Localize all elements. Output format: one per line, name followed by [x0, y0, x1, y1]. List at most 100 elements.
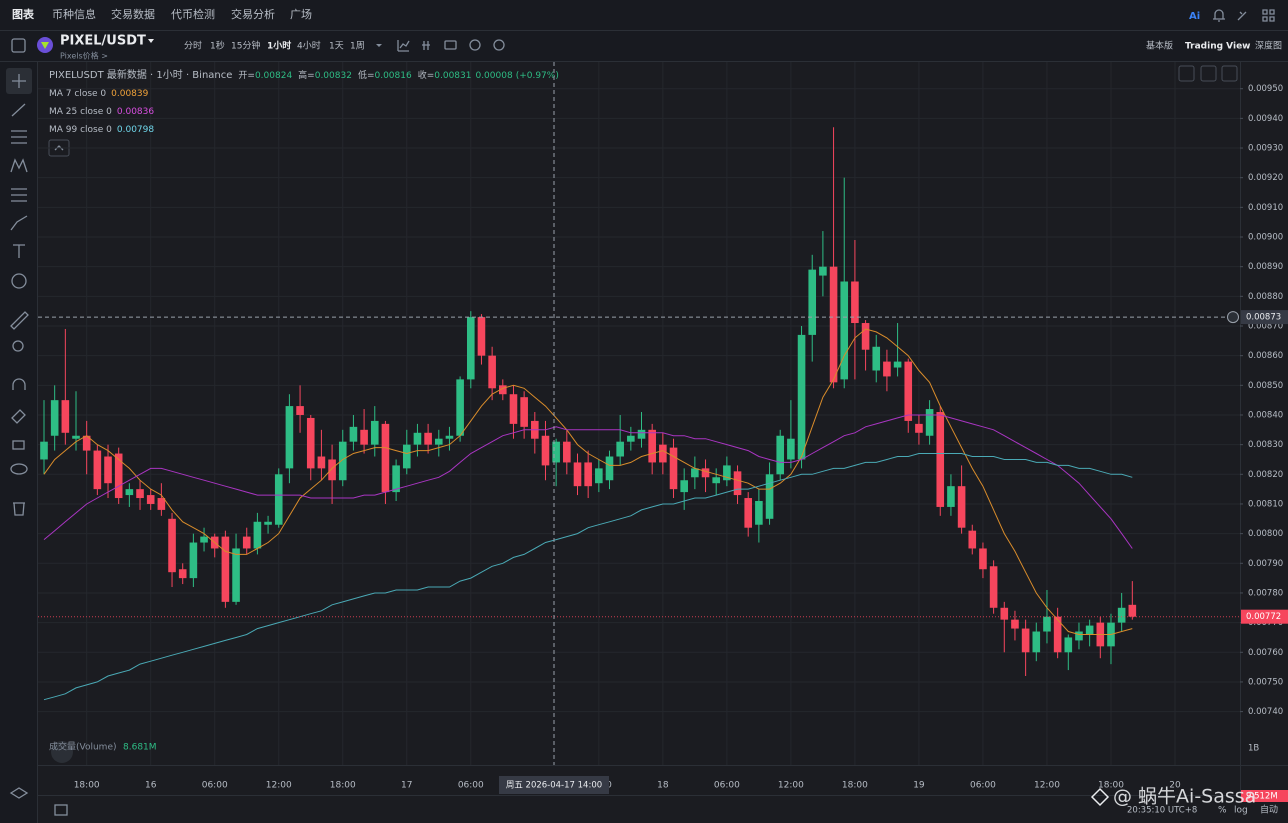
candle-body	[392, 465, 400, 493]
view-tab[interactable]: 基本版	[1146, 40, 1173, 52]
interval[interactable]: 15分钟	[231, 40, 260, 52]
projection-tool[interactable]	[11, 188, 27, 202]
camera-icon[interactable]	[444, 40, 457, 50]
candle-type-icon[interactable]	[422, 41, 430, 50]
status-button[interactable]: 自动	[1260, 804, 1278, 816]
delete-tool[interactable]	[13, 502, 25, 516]
reset-button[interactable]	[1221, 65, 1238, 82]
candle-body	[1075, 631, 1083, 641]
zoom-tool[interactable]	[12, 340, 24, 352]
interval[interactable]: 分时	[184, 40, 202, 52]
candle-body	[1064, 637, 1073, 653]
nav-tab[interactable]: 交易分析	[231, 7, 275, 21]
interval[interactable]: 1周	[350, 41, 365, 52]
y-tick-label: 0.00950	[1248, 84, 1283, 94]
interval[interactable]: 4小时	[297, 40, 321, 52]
crosshair-price-box	[1241, 310, 1288, 325]
line-tool[interactable]	[11, 103, 26, 117]
fib-tool[interactable]	[11, 130, 27, 144]
collapse-arrow[interactable]	[54, 145, 64, 151]
candle-body	[872, 346, 881, 371]
x-tick-label: 20	[1169, 781, 1181, 791]
chart-buttons[interactable]	[48, 65, 1238, 807]
candle-body	[744, 498, 753, 528]
candle-body	[93, 450, 102, 490]
candle-body	[691, 468, 699, 478]
ma-name: MA 99 close 0	[49, 125, 112, 135]
y-tick-label: 0.00880	[1248, 292, 1283, 302]
crosshair-tool[interactable]	[12, 74, 26, 88]
candle-body	[765, 474, 774, 519]
pencil-tool[interactable]	[11, 409, 26, 424]
bell-icon[interactable]	[1213, 9, 1225, 22]
lock-tool[interactable]	[12, 440, 25, 450]
last-price-box	[1241, 609, 1288, 624]
scroll-button[interactable]	[1178, 65, 1195, 82]
y-tick-label: 0.00910	[1248, 203, 1283, 213]
candle-body	[1032, 631, 1041, 653]
candle-body	[957, 486, 966, 528]
symbol[interactable]: PIXEL/USDT	[60, 34, 146, 49]
x-tick-label: 06:00	[458, 781, 484, 791]
candle-body	[1085, 625, 1094, 635]
candle-body	[253, 521, 262, 549]
tool-icon[interactable]	[1237, 11, 1247, 21]
candle-body	[915, 423, 923, 433]
candle-body	[1043, 616, 1051, 632]
settings-icon[interactable]	[493, 39, 505, 51]
ruler-tool[interactable]	[10, 311, 29, 330]
nav-tab[interactable]: 图表	[12, 7, 35, 21]
indicator-icon[interactable]	[397, 40, 410, 52]
watermark-logo	[1090, 787, 1110, 807]
candle-body	[701, 468, 710, 478]
interval[interactable]: 1小时	[267, 40, 291, 52]
symbol-icons[interactable]	[11, 37, 505, 53]
candle-body	[659, 444, 667, 463]
calendar-button[interactable]	[54, 804, 68, 816]
candle-body	[797, 334, 806, 460]
status-button[interactable]: log	[1234, 806, 1248, 816]
drawing-tools[interactable]	[6, 68, 68, 816]
add-icon[interactable]	[469, 39, 481, 51]
x-tick-label: 12:00	[778, 781, 804, 791]
pattern-tool[interactable]	[10, 158, 28, 173]
candle-body	[146, 495, 155, 504]
status-button[interactable]: %	[1218, 806, 1227, 816]
ohlc-label: 低=	[358, 69, 375, 81]
nav-tab[interactable]: 代币检测	[171, 7, 215, 21]
candle-body	[189, 542, 198, 579]
symbol-dropdown[interactable]	[148, 39, 154, 43]
fullscreen-button[interactable]	[1200, 65, 1217, 82]
x-tick-label: 18:00	[842, 781, 868, 791]
text-tool[interactable]	[13, 244, 25, 258]
layers-tool[interactable]	[9, 787, 29, 799]
ai-badge[interactable]: Ai	[1189, 11, 1200, 22]
nav-tab[interactable]: 币种信息	[52, 7, 96, 21]
interval-dropdown[interactable]	[376, 44, 382, 47]
magnet-tool[interactable]	[12, 378, 26, 390]
candle-body	[723, 465, 731, 481]
nav-tab[interactable]: 广场	[290, 7, 312, 21]
candle-body	[755, 501, 763, 525]
status-time: 20:35:10 UTC+8	[1127, 806, 1197, 816]
volume-last-box	[1241, 790, 1288, 802]
interval[interactable]: 1秒	[210, 40, 225, 52]
view-tab[interactable]: 深度图	[1255, 40, 1282, 52]
emoji-tool[interactable]	[11, 273, 27, 289]
tv-logo	[51, 741, 73, 763]
nav-tab[interactable]: 交易数据	[111, 7, 155, 21]
candle-body	[584, 462, 592, 487]
volume-last-label: 9.512M	[1246, 792, 1278, 802]
y-tick-label: 0.00930	[1248, 144, 1283, 154]
grid-icon[interactable]	[1262, 9, 1275, 22]
interval[interactable]: 1天	[329, 42, 344, 52]
header-icons[interactable]	[1213, 9, 1275, 22]
x-tick-label: 16	[145, 781, 157, 791]
eye-tool[interactable]	[10, 463, 28, 475]
star-button[interactable]	[11, 38, 26, 53]
brush-tool[interactable]	[10, 215, 28, 231]
view-tab[interactable]: Trading View	[1185, 42, 1250, 52]
candle-body	[466, 317, 475, 380]
crosshair-plus[interactable]	[1227, 311, 1239, 324]
y-tick-label: 0.00940	[1248, 114, 1283, 124]
